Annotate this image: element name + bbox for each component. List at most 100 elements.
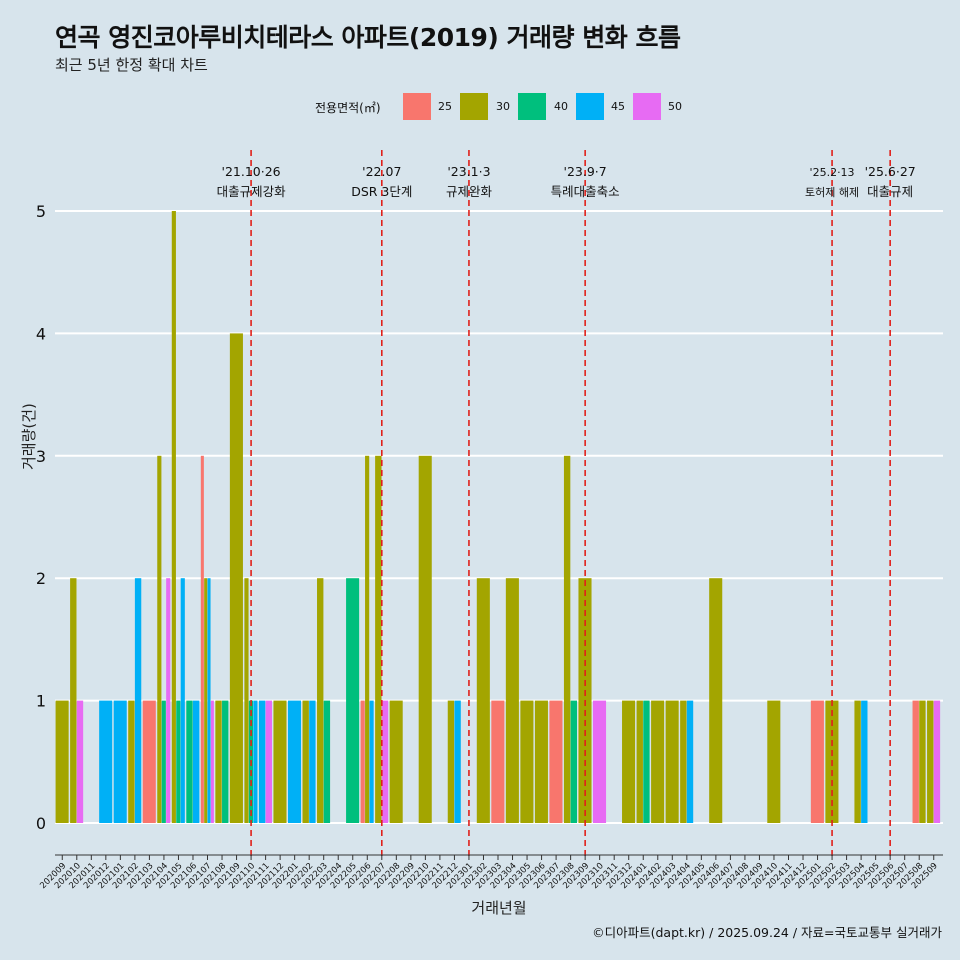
bar xyxy=(113,700,127,823)
event-date: '23.9·7 xyxy=(564,164,607,179)
bar xyxy=(323,700,331,823)
bar xyxy=(570,700,578,823)
legend-label-40: 40 xyxy=(554,100,568,113)
bar xyxy=(309,700,316,823)
bar xyxy=(157,455,162,823)
bar xyxy=(200,455,204,823)
bar xyxy=(134,578,142,823)
bar xyxy=(186,700,193,823)
bar xyxy=(680,700,687,823)
bar xyxy=(665,700,679,823)
bar xyxy=(287,700,302,823)
bar xyxy=(389,700,403,823)
bar xyxy=(76,700,84,823)
bar xyxy=(861,700,868,823)
bar xyxy=(534,700,548,823)
event-date: '23.1·3 xyxy=(447,164,490,179)
bar xyxy=(636,700,643,823)
bar xyxy=(476,578,490,823)
bar xyxy=(520,700,534,823)
y-tick-label: 3 xyxy=(36,447,46,466)
y-axis-label: 거래량(건) xyxy=(20,403,38,470)
bar xyxy=(70,578,77,823)
event-date: '21.10·26 xyxy=(222,164,281,179)
bar xyxy=(686,700,694,823)
bar xyxy=(273,700,287,823)
bar xyxy=(592,700,607,823)
bar xyxy=(912,700,919,823)
legend-key-50 xyxy=(633,93,661,120)
event-annotations: '21.10·26 대출규제강화 '22.07 DSR 3단계 '23.1·3 규제완화 '… xyxy=(217,150,916,858)
bar xyxy=(222,700,229,823)
legend-key-30 xyxy=(460,93,488,120)
bar xyxy=(171,211,176,823)
event-date: '25.6·27 xyxy=(865,164,916,179)
bar xyxy=(933,700,941,823)
y-tick-label: 0 xyxy=(36,814,46,833)
event-label: 대출규제강화 xyxy=(217,184,287,199)
event-label: 토허제 해제 xyxy=(805,185,859,199)
legend-title: 전용면적(㎡) xyxy=(315,101,381,115)
x-axis-label: 거래년월 xyxy=(471,899,527,917)
bar xyxy=(204,578,208,823)
bar xyxy=(622,700,636,823)
event-date: '25.2·13 xyxy=(810,166,855,179)
y-tick-label: 4 xyxy=(36,324,46,343)
legend-key-40 xyxy=(518,93,546,120)
bar xyxy=(563,455,571,823)
legend-label-25: 25 xyxy=(438,100,452,113)
legend-key-45 xyxy=(576,93,604,120)
legend-label-50: 50 xyxy=(668,100,682,113)
bar xyxy=(258,700,266,823)
bar xyxy=(192,700,200,823)
bar xyxy=(381,700,389,823)
bar xyxy=(643,700,650,823)
y-tick-label: 5 xyxy=(36,202,46,221)
bar xyxy=(369,700,374,823)
bar xyxy=(99,700,113,823)
bar xyxy=(210,700,214,823)
bar xyxy=(810,700,824,823)
bar xyxy=(346,578,360,823)
bar xyxy=(180,578,185,823)
bar xyxy=(166,578,171,823)
bar xyxy=(265,700,272,823)
bar xyxy=(447,700,455,823)
chart-title: 연곡 영진코아루비치테라스 아파트(2019) 거래량 변화 흐름 xyxy=(55,23,681,52)
bar xyxy=(651,700,665,823)
bar xyxy=(207,578,211,823)
bar xyxy=(375,455,382,823)
event-label: 특례대출축소 xyxy=(551,184,620,199)
y-tick-label: 1 xyxy=(36,692,46,711)
bar xyxy=(229,333,243,823)
bar xyxy=(491,700,505,823)
source-caption: ©디아파트(dapt.kr) / 2025.09.24 / 자료=국토교통부 실… xyxy=(592,925,942,940)
legend-label-30: 30 xyxy=(496,100,510,113)
bar xyxy=(927,700,934,823)
bar xyxy=(128,700,135,823)
legend-label-45: 45 xyxy=(611,100,625,113)
bar xyxy=(302,700,309,823)
bar xyxy=(365,455,370,823)
legend-key-25 xyxy=(403,93,431,120)
bar xyxy=(142,700,156,823)
bar xyxy=(253,700,258,823)
y-tick-label: 2 xyxy=(36,569,46,588)
bar xyxy=(215,700,222,823)
event-label: 대출규제 xyxy=(867,184,913,199)
bar xyxy=(244,578,249,823)
event-label: DSR 3단계 xyxy=(351,184,412,199)
bar xyxy=(161,700,166,823)
bar xyxy=(549,700,563,823)
bar xyxy=(767,700,781,823)
event-date: '22.07 xyxy=(362,164,401,179)
bars xyxy=(55,211,941,823)
legend: 전용면적(㎡) 25 30 40 45 50 xyxy=(0,93,960,121)
bar xyxy=(360,700,365,823)
bar xyxy=(505,578,519,823)
bar xyxy=(709,578,723,823)
bar xyxy=(854,700,861,823)
bar xyxy=(454,700,461,823)
bar xyxy=(919,700,926,823)
